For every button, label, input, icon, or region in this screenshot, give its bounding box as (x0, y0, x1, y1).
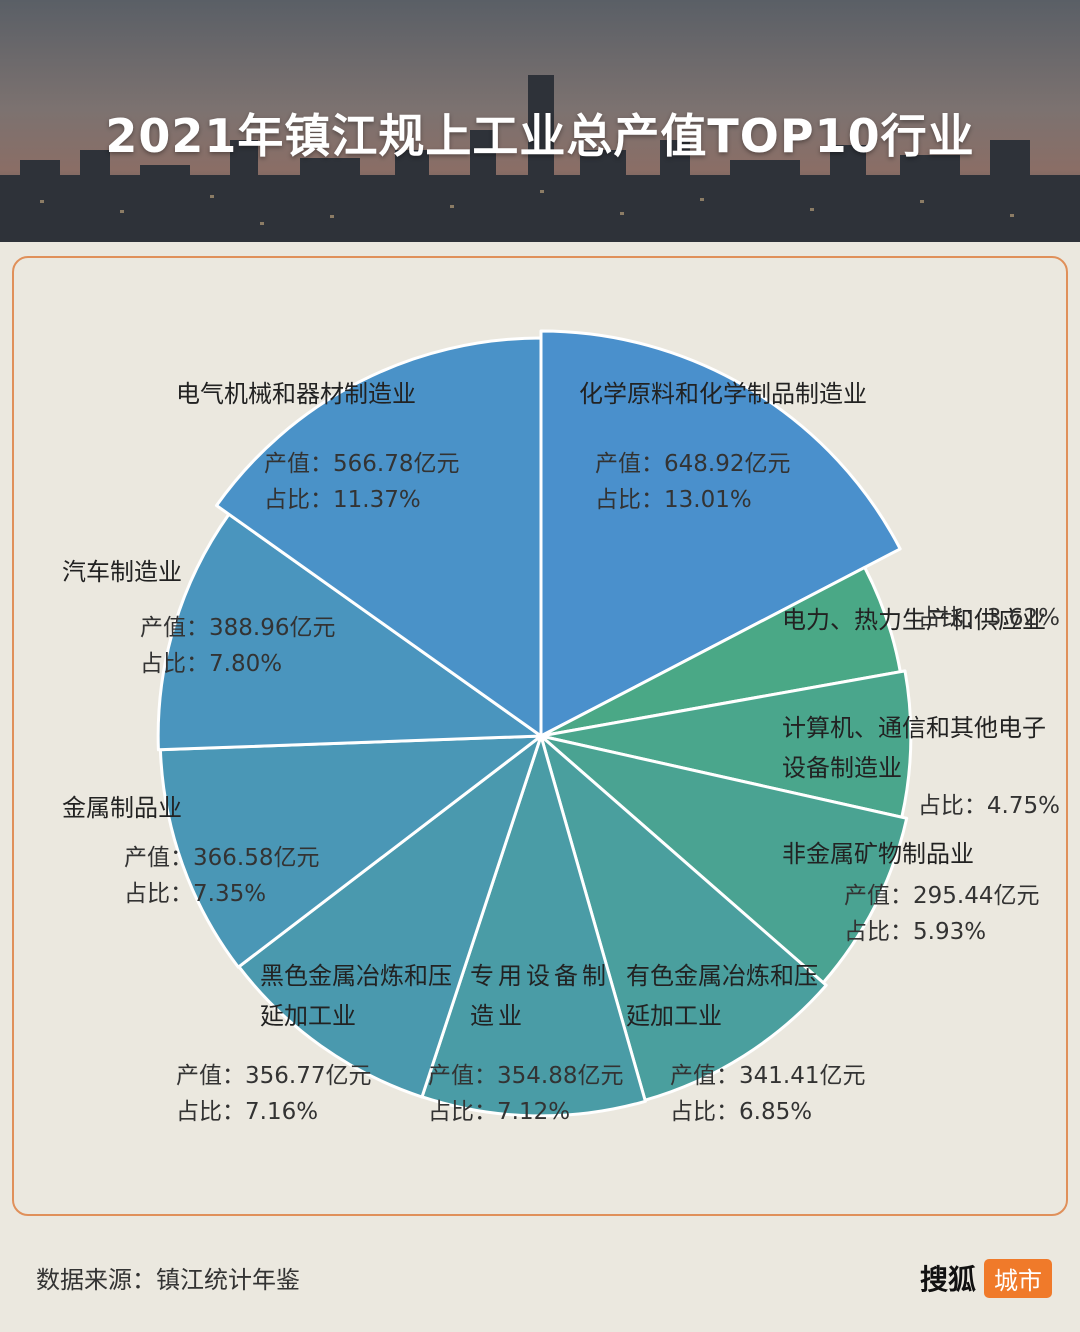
slice-label-value: 产值：354.88亿元 (428, 1063, 624, 1089)
brand-logo: 搜狐 城市 (920, 1258, 1052, 1298)
slice-label-name: 专用设备制造业 (470, 962, 610, 1030)
slice-label-value: 产值：648.92亿元 (595, 451, 791, 477)
label-special-equipment-values: 产值：354.88亿元 占比：7.12% (428, 1058, 623, 1130)
pie-slice-9 (215, 336, 543, 738)
slice-label-share: 占比：7.12% (428, 1099, 571, 1125)
label-ferrous-metal: 黑色金属冶炼和压延加工业 (260, 956, 456, 1036)
slice-label-value: 产值：295.44亿元 (844, 883, 1040, 909)
data-source: 数据来源：镇江统计年鉴 (36, 1266, 300, 1294)
label-metal-products: 金属制品业 产值：366.58亿元 占比：7.35% (62, 790, 319, 912)
slice-label-name: 金属制品业 (62, 794, 182, 822)
pie-slice-7 (158, 734, 543, 969)
pie-slice-6 (237, 734, 543, 1099)
brand-name: 搜狐 (919, 1263, 976, 1296)
slice-label-value: 产值：366.58亿元 (124, 845, 320, 871)
slice-label-name: 化学原料和化学制品制造业 (579, 380, 867, 408)
pie-slice-0 (539, 329, 902, 738)
slice-label-share: 占比：5.93% (844, 919, 987, 945)
slice-label-name: 汽车制造业 (62, 558, 182, 586)
slice-label-share: 占比：7.80% (140, 651, 283, 677)
slice-label-name: 电气机械和器材制造业 (176, 380, 416, 408)
pie-slice-5 (420, 734, 647, 1118)
slice-label-value: 产值：341.41亿元 (670, 1063, 866, 1089)
slice-label-value: 产值：388.96亿元 (140, 615, 336, 641)
slice-label-name: 计算机、通信和其他电子设备制造业 (782, 714, 1046, 782)
label-automotive: 汽车制造业 产值：388.96亿元 占比：7.80% (62, 554, 335, 682)
slice-label-name: 非金属矿物制品业 (782, 840, 974, 868)
label-computer-electronics: 计算机、通信和其他电子设备制造业 占比：4.75% (782, 708, 1060, 824)
label-chemical: 化学原料和化学制品制造业 产值：648.92亿元 占比：13.01% (579, 376, 867, 518)
pie-chart (156, 329, 913, 1118)
label-power-heat: 电力、热力生产和供应业 占比：3.62% (782, 600, 1060, 636)
slice-label-share: 占比：4.75% (917, 793, 1060, 819)
slice-label-share: 占比：13.01% (595, 487, 752, 513)
slice-label-share: 占比：11.37% (264, 487, 421, 513)
page-title: 2021年镇江规上工业总产值TOP10行业 (105, 109, 975, 163)
slice-label-share: 占比：7.16% (176, 1099, 319, 1125)
slice-label-name: 黑色金属冶炼和压延加工业 (260, 962, 452, 1030)
slice-label-name: 电力、热力生产和供应业 (782, 606, 1046, 634)
slice-label-share: 占比：7.35% (124, 881, 267, 907)
header-banner: 2021年镇江规上工业总产值TOP10行业 (0, 0, 1080, 242)
slice-label-value: 产值：566.78亿元 (264, 451, 460, 477)
slice-label-name: 有色金属冶炼和压延加工业 (626, 962, 818, 1030)
label-nonferrous-metal: 有色金属冶炼和压延加工业 (626, 956, 822, 1036)
chart-panel: 化学原料和化学制品制造业 产值：648.92亿元 占比：13.01% 电气机械和… (12, 256, 1068, 1216)
label-ferrous-metal-values: 产值：356.77亿元 占比：7.16% (176, 1058, 371, 1130)
pie-slice-8 (156, 512, 543, 752)
slice-label-value: 产值：356.77亿元 (176, 1063, 372, 1089)
pie-slice-3 (539, 734, 909, 985)
slice-label-share: 占比：6.85% (670, 1099, 813, 1125)
label-nonmetallic-mineral: 非金属矿物制品业 产值：295.44亿元 占比：5.93% (782, 836, 1039, 950)
label-nonferrous-metal-values: 产值：341.41亿元 占比：6.85% (670, 1058, 865, 1130)
label-special-equipment: 专用设备制造业 (470, 956, 610, 1036)
label-electrical-machinery: 电气机械和器材制造业 产值：566.78亿元 占比：11.37% (176, 376, 459, 518)
pie-slice-2 (539, 669, 913, 819)
slice-label-share: 占比：3.62% (917, 605, 1060, 631)
city-skyline-background (0, 0, 1080, 242)
pie-slice-4 (539, 734, 828, 1102)
brand-badge: 城市 (984, 1258, 1052, 1298)
